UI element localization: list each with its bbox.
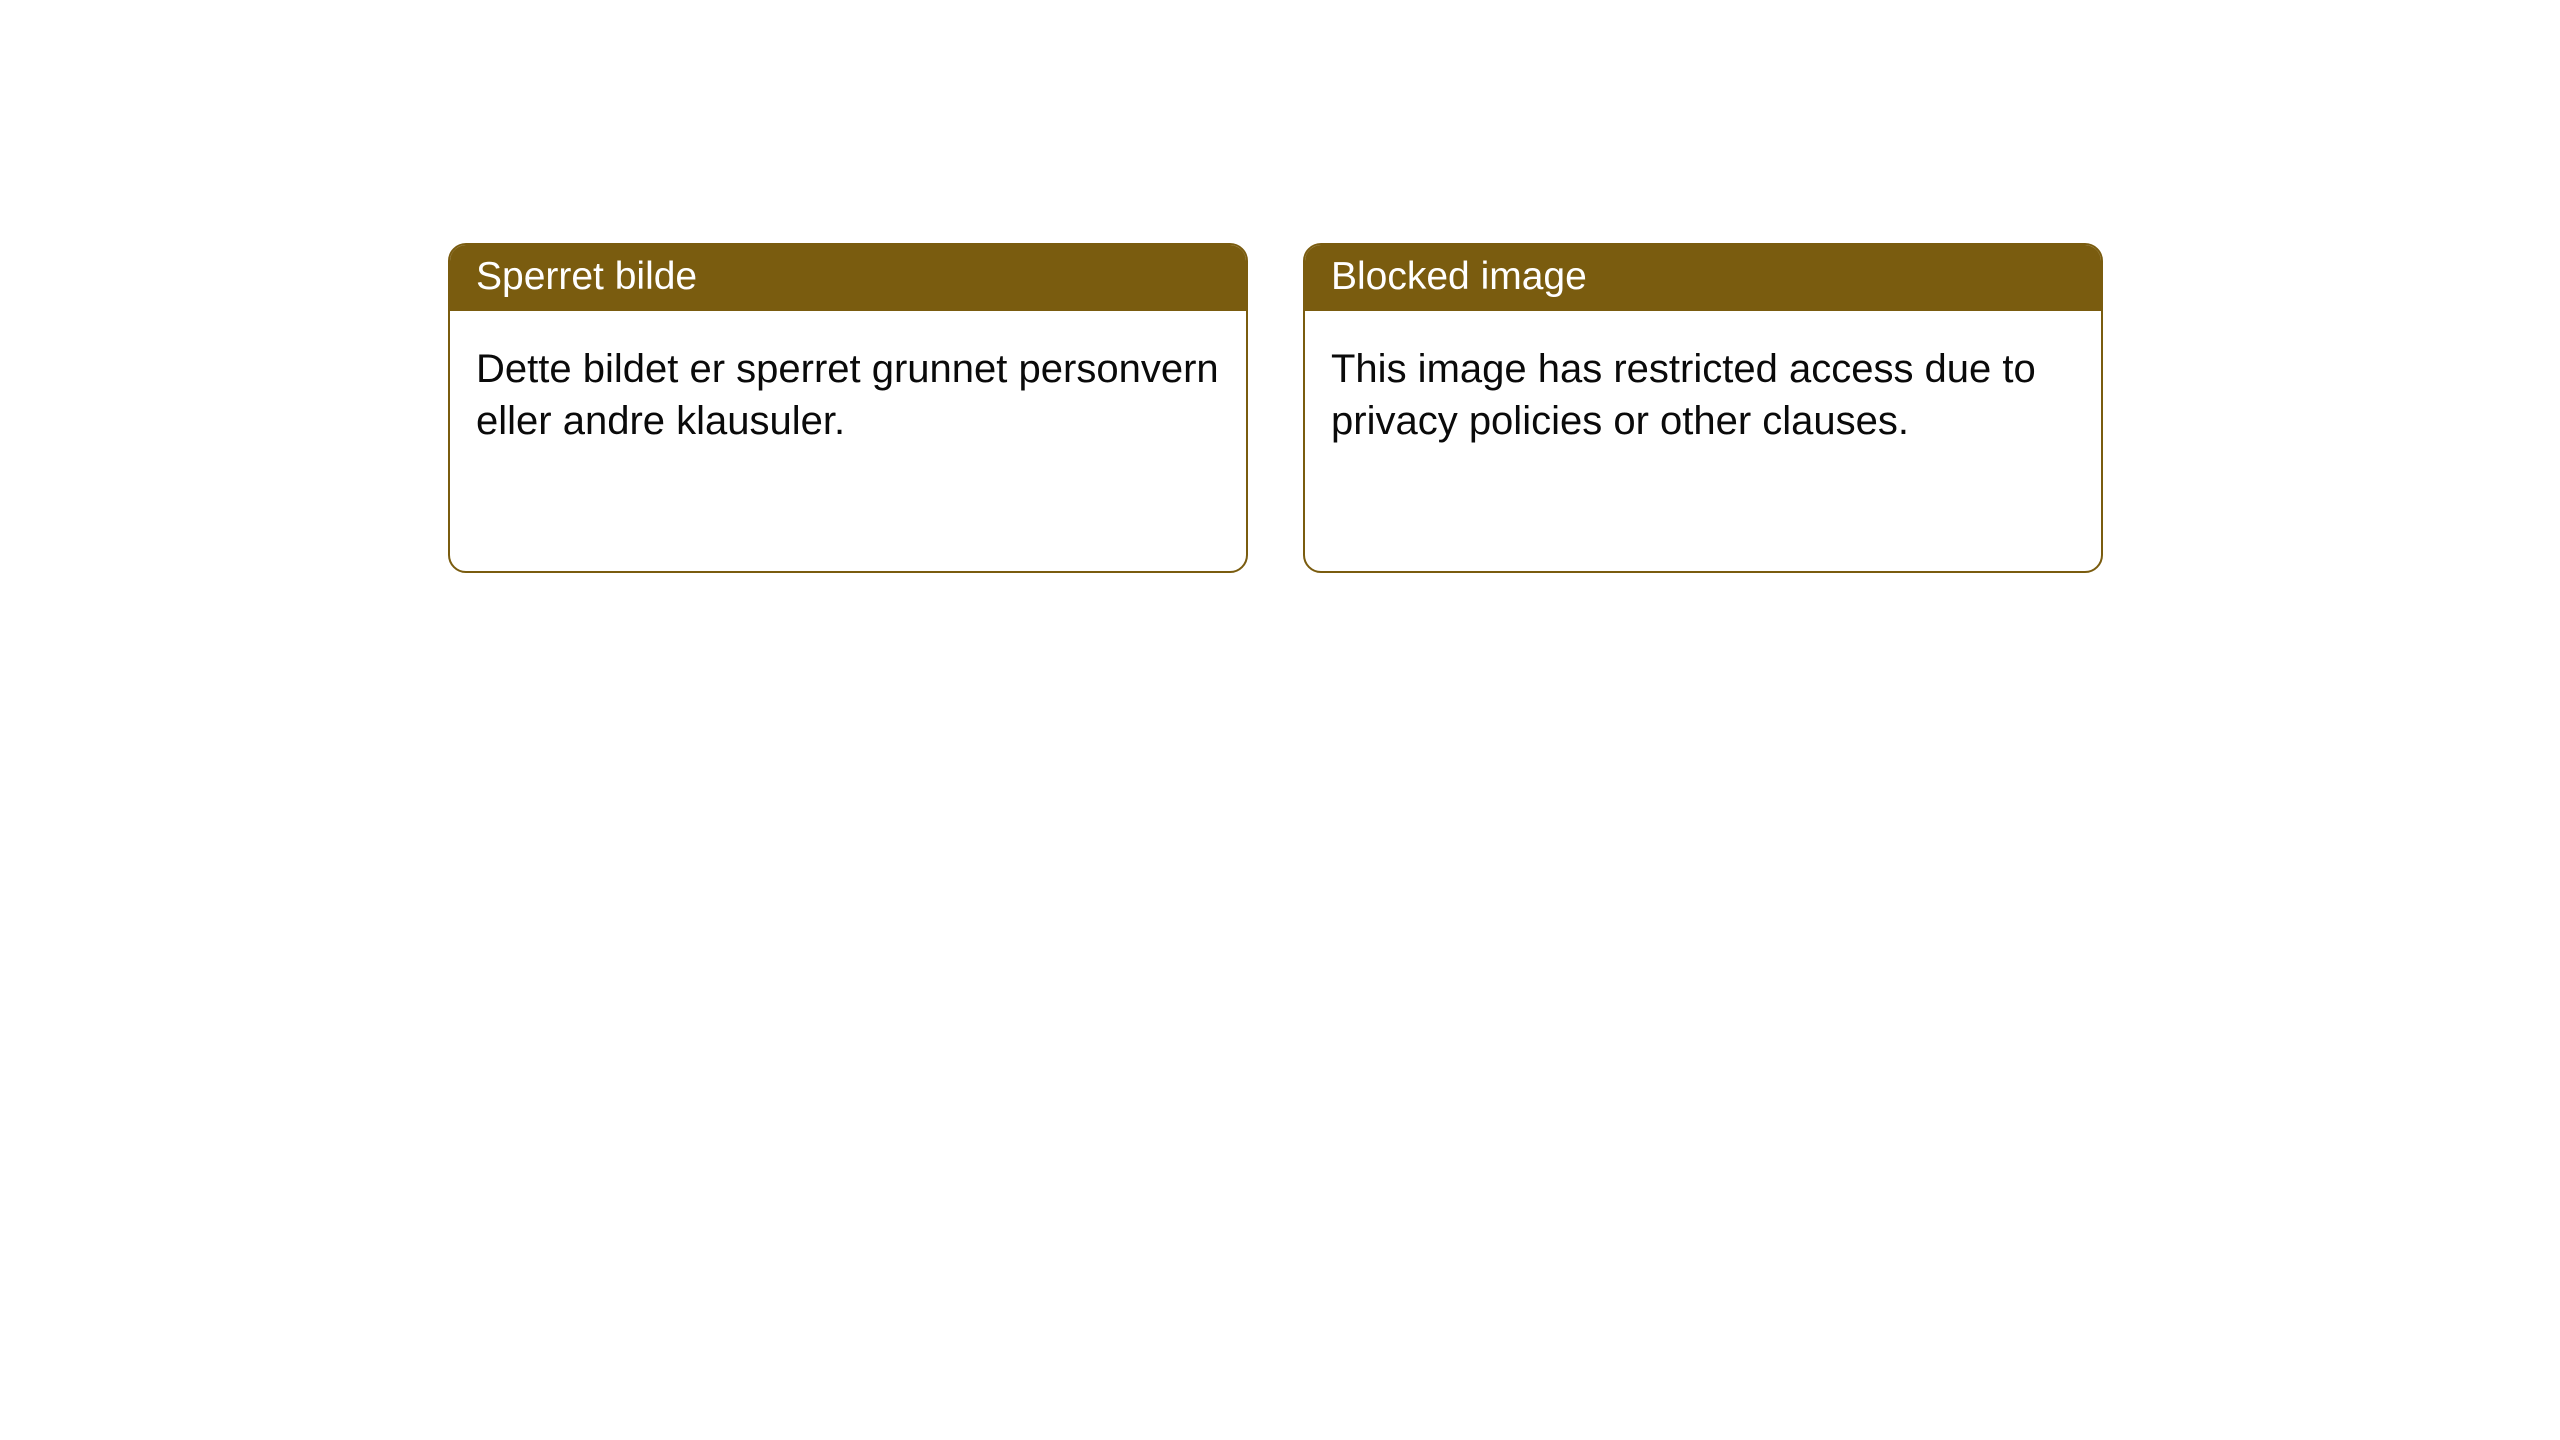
notice-box-norwegian: Sperret bilde Dette bildet er sperret gr… [448, 243, 1248, 573]
notice-body-english: This image has restricted access due to … [1305, 311, 2101, 479]
notice-body-norwegian: Dette bildet er sperret grunnet personve… [450, 311, 1246, 479]
notice-header-norwegian: Sperret bilde [450, 245, 1246, 311]
notice-box-english: Blocked image This image has restricted … [1303, 243, 2103, 573]
notice-container: Sperret bilde Dette bildet er sperret gr… [448, 243, 2560, 573]
notice-header-english: Blocked image [1305, 245, 2101, 311]
